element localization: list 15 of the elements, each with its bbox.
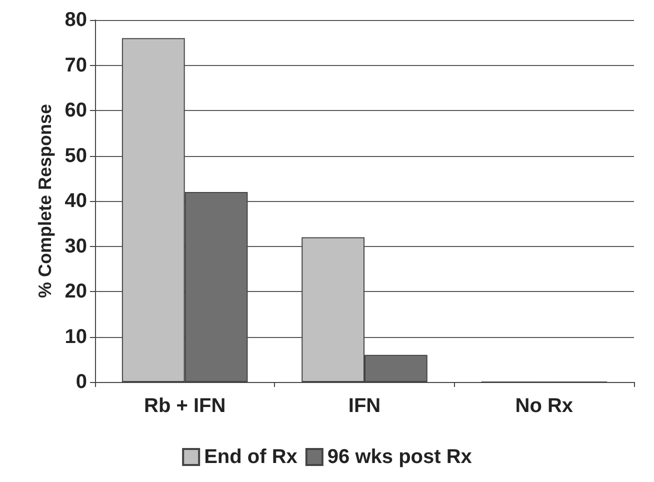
y-tick-label: 70: [64, 54, 87, 76]
y-axis-title: % Complete Response: [34, 104, 55, 298]
legend-label: End of Rx: [204, 446, 298, 468]
x-tick-label: Rb + IFN: [144, 395, 226, 417]
y-tick-label: 10: [64, 326, 87, 348]
legend-label: 96 wks post Rx: [327, 446, 472, 468]
y-tick-label: 60: [64, 100, 87, 122]
x-tick-label: No Rx: [515, 395, 574, 417]
x-tick-label: IFN: [348, 395, 381, 417]
y-tick-label: 50: [64, 144, 87, 167]
y-tick-label: 80: [64, 9, 87, 31]
y-tick-label: 20: [64, 280, 87, 302]
y-tick-label: 40: [64, 190, 87, 212]
y-tick-label: 0: [76, 371, 87, 393]
y-tick-label: 30: [64, 235, 87, 258]
